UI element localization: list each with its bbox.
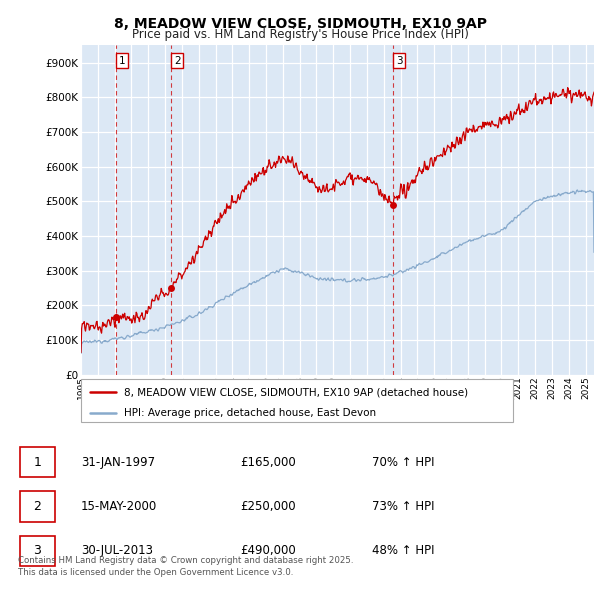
Text: £165,000: £165,000	[240, 455, 296, 469]
Text: 15-MAY-2000: 15-MAY-2000	[81, 500, 157, 513]
Text: Price paid vs. HM Land Registry's House Price Index (HPI): Price paid vs. HM Land Registry's House …	[131, 28, 469, 41]
Text: £250,000: £250,000	[240, 500, 296, 513]
Text: 70% ↑ HPI: 70% ↑ HPI	[372, 455, 434, 469]
Text: 1: 1	[34, 455, 41, 469]
Text: Contains HM Land Registry data © Crown copyright and database right 2025.
This d: Contains HM Land Registry data © Crown c…	[18, 556, 353, 576]
Text: 48% ↑ HPI: 48% ↑ HPI	[372, 544, 434, 558]
Text: 1: 1	[119, 56, 125, 66]
Text: 8, MEADOW VIEW CLOSE, SIDMOUTH, EX10 9AP: 8, MEADOW VIEW CLOSE, SIDMOUTH, EX10 9AP	[113, 17, 487, 31]
Text: 30-JUL-2013: 30-JUL-2013	[81, 544, 153, 558]
Text: 73% ↑ HPI: 73% ↑ HPI	[372, 500, 434, 513]
Text: 31-JAN-1997: 31-JAN-1997	[81, 455, 155, 469]
Text: 8, MEADOW VIEW CLOSE, SIDMOUTH, EX10 9AP (detached house): 8, MEADOW VIEW CLOSE, SIDMOUTH, EX10 9AP…	[124, 387, 469, 397]
Text: 2: 2	[34, 500, 41, 513]
Text: £490,000: £490,000	[240, 544, 296, 558]
Text: HPI: Average price, detached house, East Devon: HPI: Average price, detached house, East…	[124, 408, 376, 418]
Text: 3: 3	[396, 56, 403, 66]
Text: 2: 2	[174, 56, 181, 66]
Text: 3: 3	[34, 544, 41, 558]
